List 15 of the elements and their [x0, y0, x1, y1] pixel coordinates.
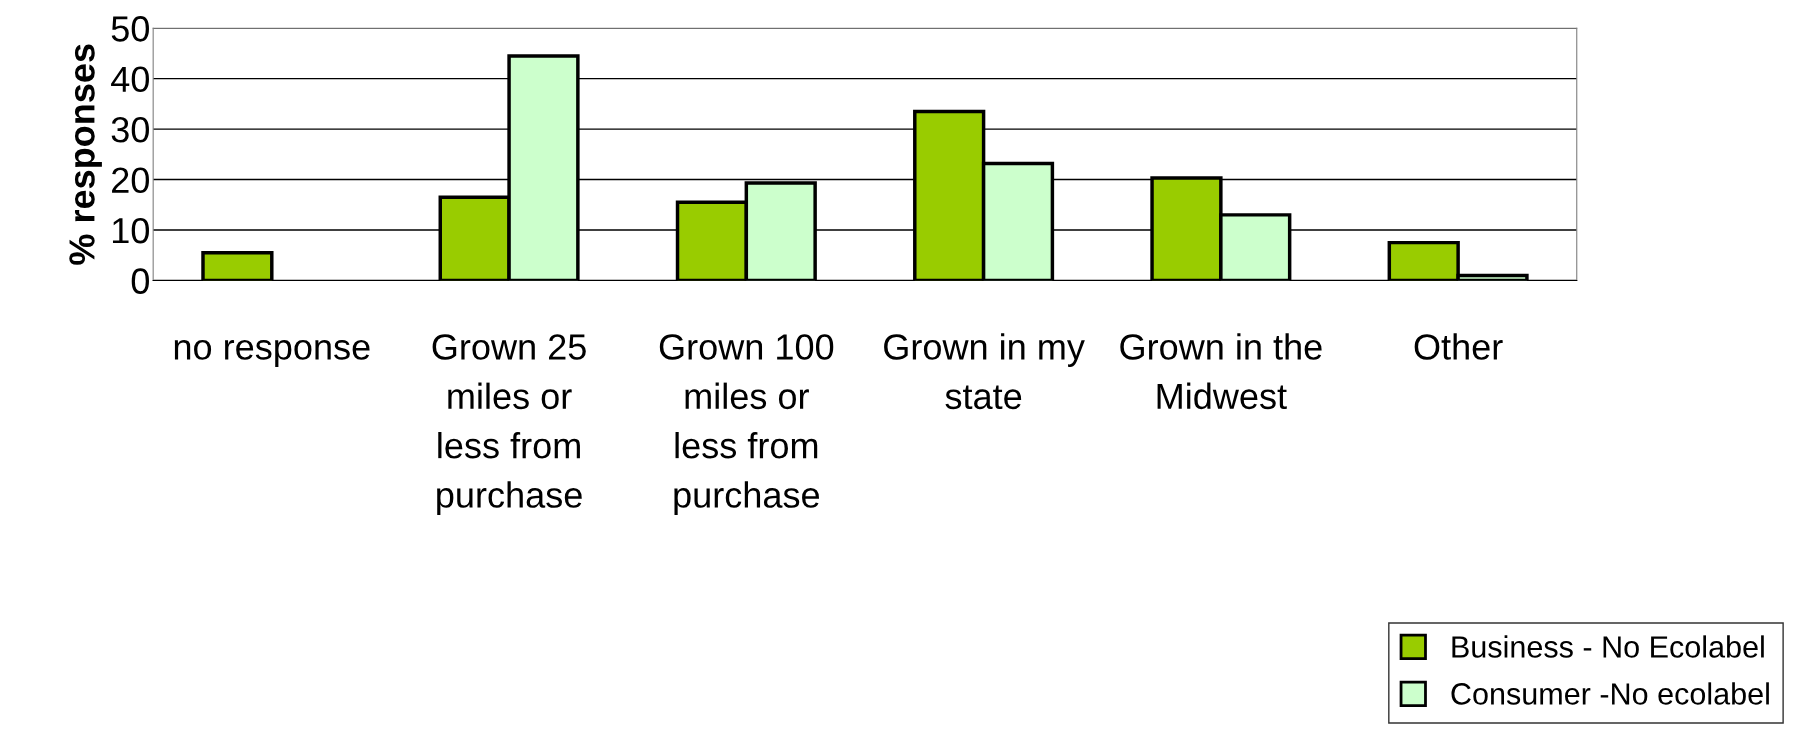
x-tick-label: Grown 25 miles or less from purchase	[432, 334, 586, 516]
legend-label: Consumer -No ecolabel	[1451, 682, 1769, 705]
y-tick-label: 20	[112, 167, 149, 193]
y-tick-label: 50	[111, 16, 149, 42]
x-tick-label: Other	[1414, 333, 1503, 360]
y-tick-label: 30	[111, 116, 149, 143]
y-tick-label: 10	[112, 217, 149, 244]
y-axis-title: % responses	[69, 44, 102, 265]
x-tick-label: Grown 100 miles or less from purchase	[659, 334, 834, 516]
x-tick-label: Grown in my state	[884, 333, 1085, 410]
x-tick-label: Grown in the Midwest	[1120, 333, 1322, 410]
y-tick-label: 40	[111, 66, 149, 93]
legend-label: Business - No Ecolabel	[1452, 635, 1764, 658]
y-tick-label: 0	[131, 268, 149, 294]
x-tick-label: no response	[174, 339, 370, 367]
